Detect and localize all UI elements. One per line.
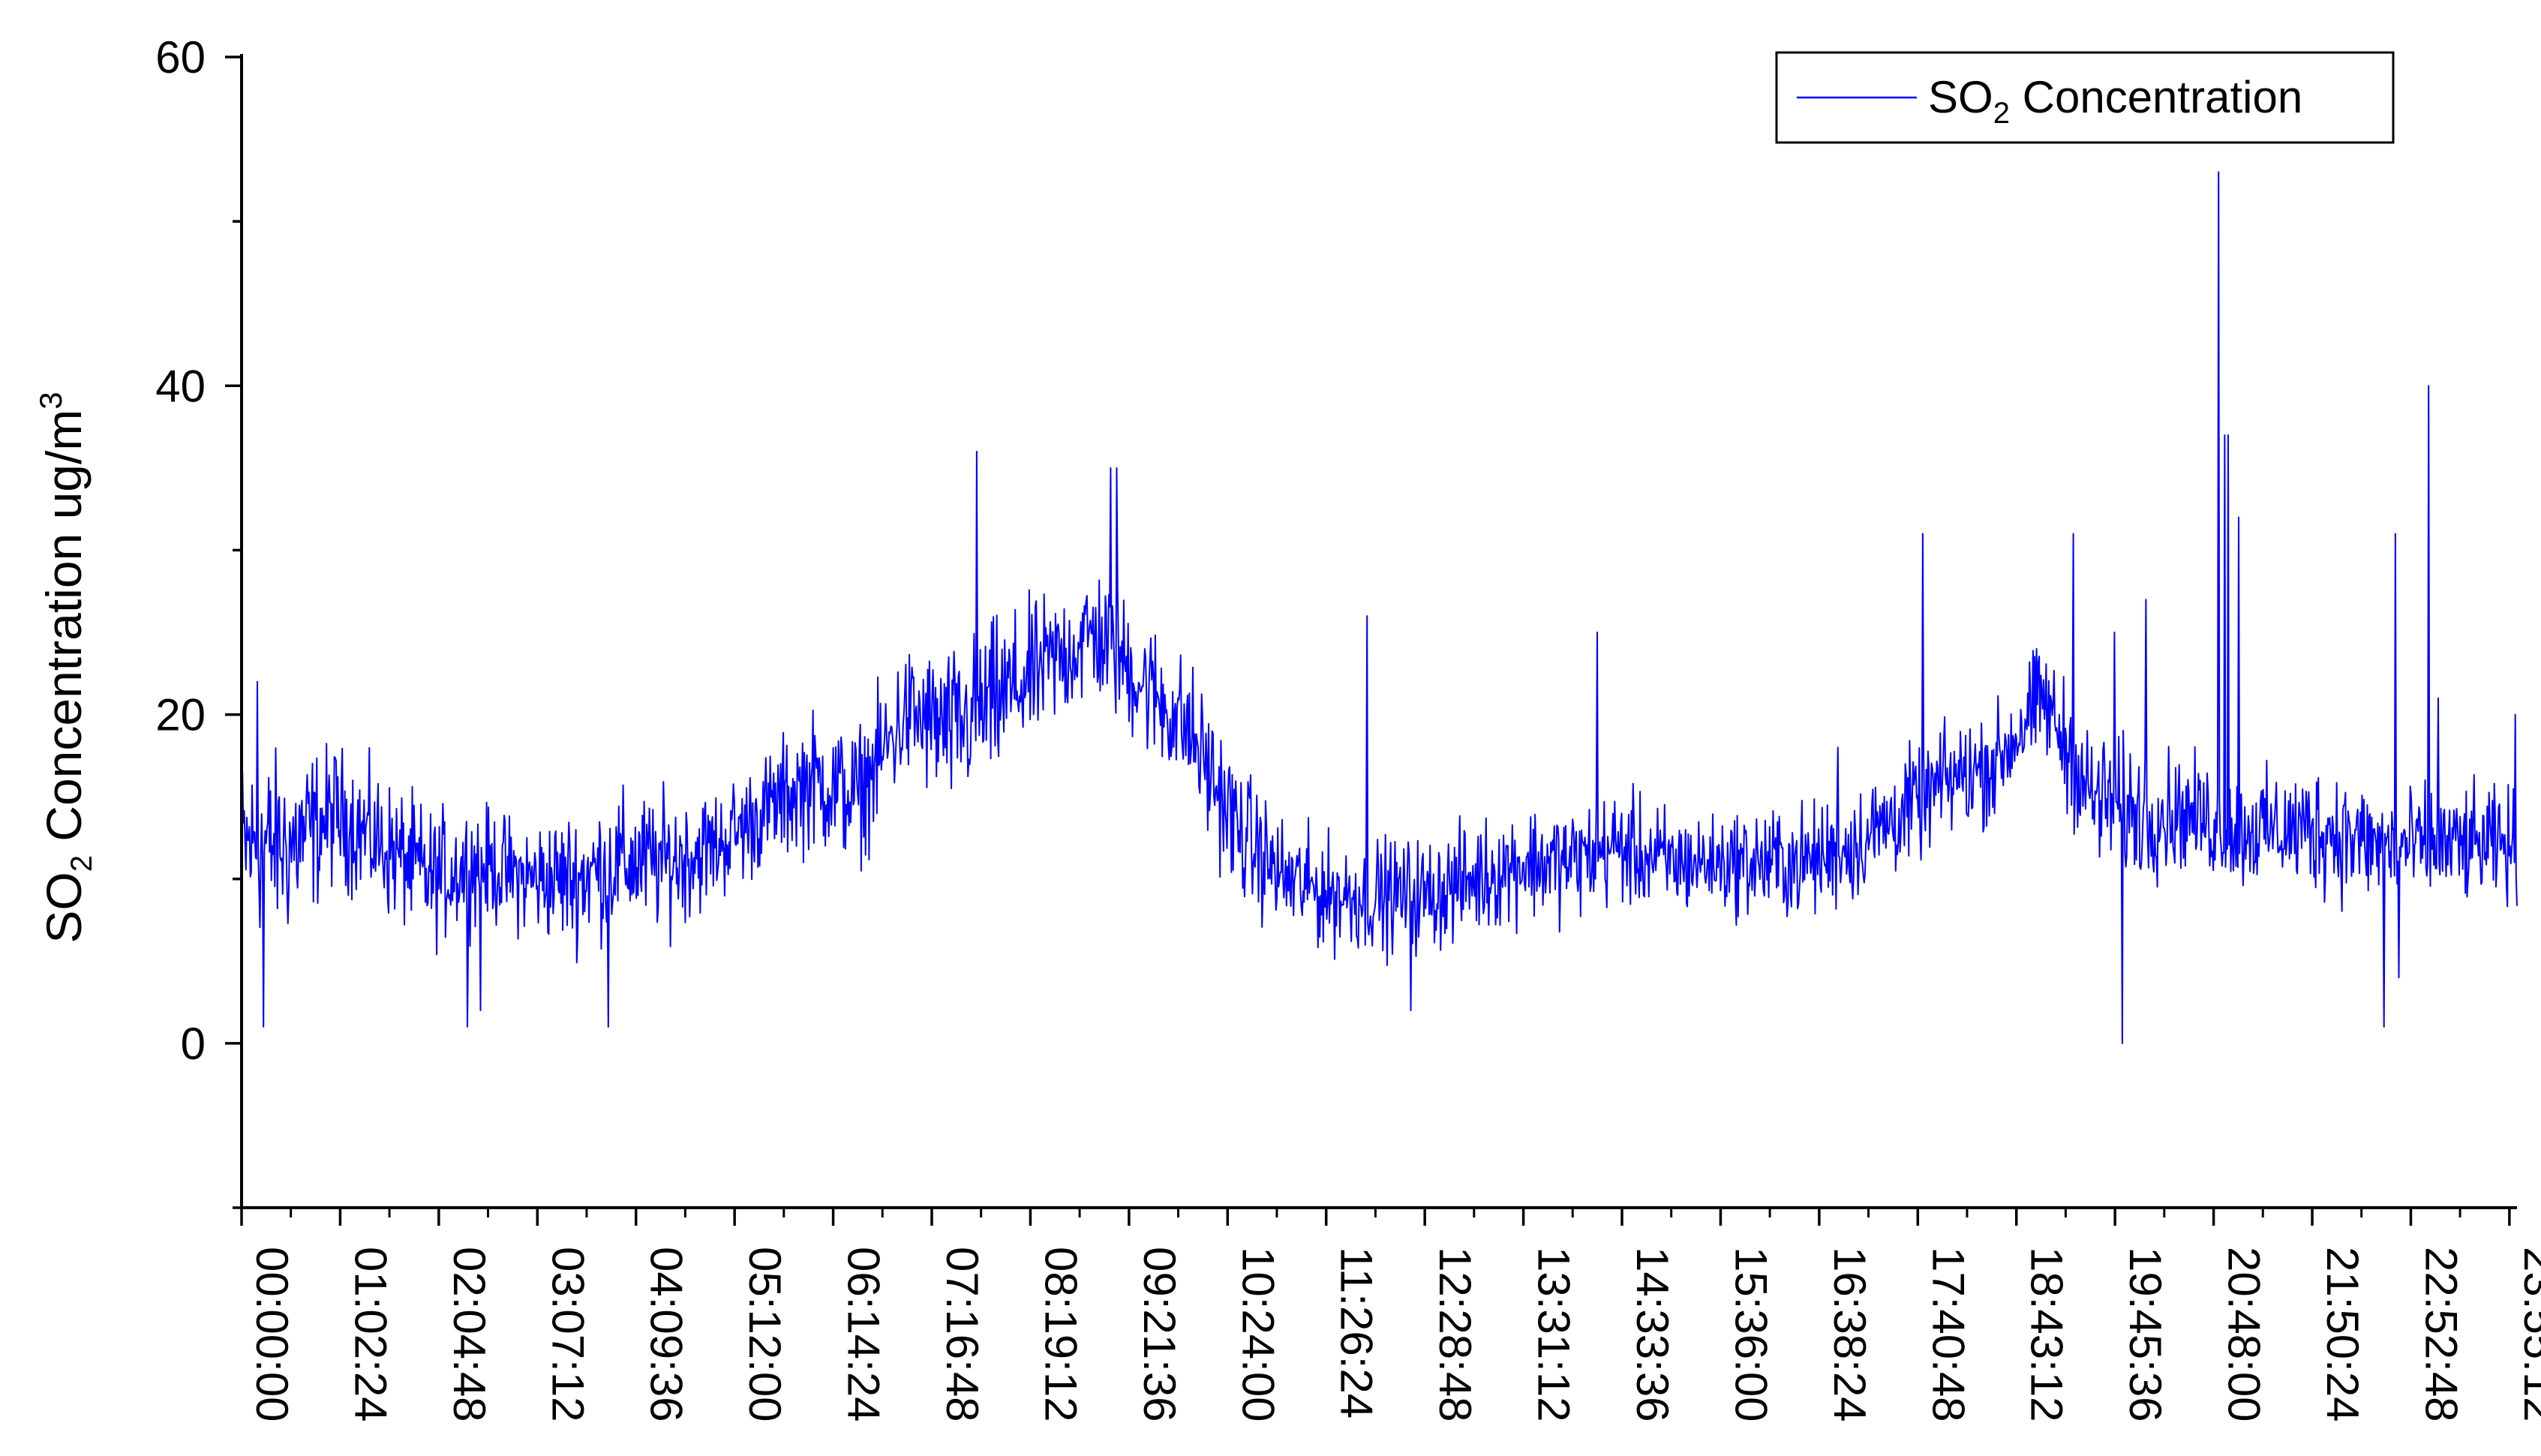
x-tick-label: 12:28:48	[1430, 1247, 1480, 1422]
x-tick-label: 01:02:24	[345, 1247, 395, 1422]
x-tick-label: 09:21:36	[1134, 1247, 1185, 1422]
x-tick-label: 10:24:00	[1233, 1247, 1283, 1422]
x-tick-label: 16:38:24	[1825, 1247, 1875, 1422]
x-tick-label: 03:07:12	[542, 1247, 593, 1422]
x-tick-label: 23:55:12	[2515, 1247, 2541, 1422]
x-tick-label: 20:48:00	[2219, 1247, 2269, 1422]
x-tick-label: 21:50:24	[2317, 1247, 2368, 1422]
x-tick-label: 08:19:12	[1035, 1247, 1086, 1422]
x-tick-label: 07:16:48	[937, 1247, 987, 1422]
x-tick-label: 06:14:24	[839, 1247, 889, 1422]
x-tick-label: 13:31:12	[1529, 1247, 1579, 1422]
x-tick-label: 19:45:36	[2120, 1247, 2170, 1422]
x-tick-label: 02:04:48	[444, 1247, 494, 1422]
x-tick-label: 00:00:00	[247, 1247, 297, 1422]
x-tick-label: 18:43:12	[2022, 1247, 2072, 1422]
y-tick-label: 20	[155, 690, 206, 740]
y-axis-title: SO2 Concentration ug/m3	[33, 392, 98, 943]
y-tick-label: 60	[155, 32, 206, 83]
x-tick-label: 22:52:48	[2416, 1247, 2466, 1422]
x-tick-label: 11:26:24	[1332, 1247, 1382, 1418]
x-tick-label: 15:36:00	[1726, 1247, 1776, 1422]
x-tick-label: 05:12:00	[740, 1247, 790, 1422]
axes: 0 20 40 60 00:00:00 01:02:24 02:04:48 03:07:12 0…	[155, 32, 2541, 1422]
series-line-so2	[241, 171, 2518, 1044]
plot-area	[241, 171, 2518, 1044]
x-tick-label: 17:40:48	[1923, 1247, 1973, 1422]
legend-label: SO2 Concentration	[1928, 72, 2302, 130]
legend: SO2 Concentration	[1775, 51, 2395, 144]
x-tick-label: 04:09:36	[641, 1247, 692, 1422]
y-tick-label: 0	[181, 1019, 206, 1069]
y-tick-label: 40	[155, 361, 206, 411]
x-tick-label: 14:33:36	[1627, 1247, 1677, 1422]
